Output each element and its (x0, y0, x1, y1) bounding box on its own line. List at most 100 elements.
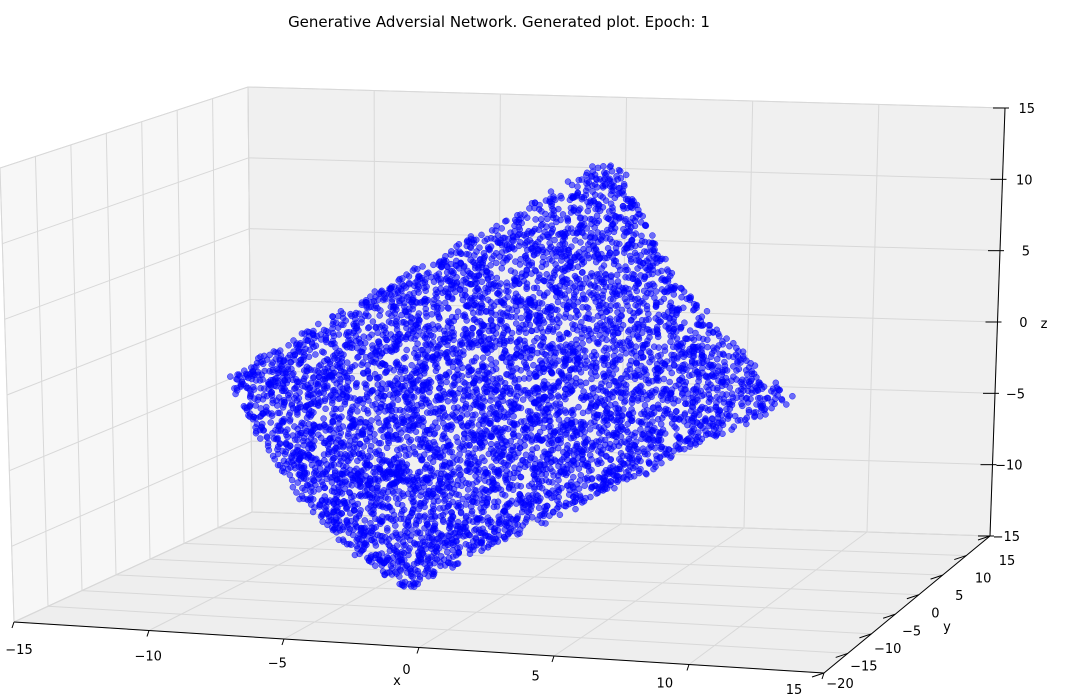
scatter-point (563, 482, 571, 489)
scatter-point (532, 216, 539, 223)
x-tick-mark (821, 672, 825, 680)
scatter-point (652, 288, 660, 295)
scatter-point (367, 442, 375, 450)
scatter-point (422, 357, 430, 364)
scatter-point (250, 386, 258, 393)
scatter-point (300, 434, 308, 442)
y-tick-label: −15 (850, 659, 877, 674)
scatter-point (426, 561, 434, 569)
scatter-point (400, 407, 407, 415)
scatter-point (343, 389, 350, 397)
scatter-point (444, 548, 451, 556)
scatter-point (409, 498, 417, 506)
scatter-point (716, 425, 723, 432)
scatter-point (479, 354, 487, 362)
grid-line (2, 157, 249, 245)
scatter-point (501, 348, 509, 355)
grid-line (553, 527, 745, 657)
scatter-point (450, 397, 458, 404)
scatter-point (479, 403, 487, 411)
chart-title: Generative Adversial Network. Generated … (288, 13, 710, 31)
scatter-point (455, 371, 462, 378)
scatter-point (743, 357, 750, 364)
scatter-point (392, 495, 400, 502)
scatter-point (531, 337, 538, 345)
scatter-point (755, 379, 762, 386)
scatter-point (498, 225, 505, 232)
scatter-point (454, 477, 462, 484)
scatter-point (315, 320, 322, 328)
scatter-point (681, 410, 689, 417)
scatter-point (649, 270, 656, 278)
scatter-point (602, 344, 609, 352)
scatter-point (484, 244, 492, 251)
scatter-point (268, 361, 275, 369)
scatter-point (397, 515, 405, 523)
scatter-point (516, 337, 523, 344)
scatter-point (301, 352, 308, 359)
scatter-point (540, 424, 548, 432)
scatter-point (400, 506, 408, 514)
scatter-point (475, 265, 482, 272)
scatter-point (603, 170, 610, 177)
scatter-point (508, 446, 515, 454)
scatter-point (533, 444, 541, 452)
scatter-point (588, 475, 596, 483)
scatter-point (396, 536, 403, 543)
z-tick-label: 0 (1019, 316, 1027, 331)
scatter-point (615, 329, 622, 337)
scatter-point (443, 269, 451, 276)
scatter-point (535, 206, 543, 213)
scatter-point (348, 482, 356, 489)
scatter-point (447, 442, 454, 449)
scatter-point (633, 372, 640, 380)
scatter-point (517, 482, 525, 490)
scatter-point (719, 417, 727, 424)
scatter-point (441, 412, 449, 419)
scatter-point (523, 238, 531, 245)
scatter-point (493, 274, 501, 282)
y-tick-mark (977, 535, 991, 541)
scatter-point (372, 400, 379, 408)
scatter-point (719, 341, 727, 348)
scatter-point (622, 171, 630, 179)
scatter-point (456, 385, 464, 393)
scatter-point (574, 183, 581, 190)
x-tick-mark (686, 664, 690, 671)
scatter-point (414, 265, 421, 273)
scatter-point (499, 331, 507, 339)
scatter-point (443, 354, 451, 362)
scatter-point (369, 358, 376, 366)
x-tick-label: 5 (532, 670, 540, 685)
scatter-point (458, 340, 466, 347)
scatter-point (327, 391, 335, 399)
scatter-point (756, 394, 764, 402)
x-tick-label: −15 (5, 643, 32, 658)
scatter-point (518, 508, 526, 516)
scatter-point (370, 535, 378, 543)
scatter-point (531, 455, 538, 463)
scatter-point (319, 518, 326, 525)
scatter-point (607, 414, 615, 422)
scatter-point (570, 473, 577, 481)
scatter-point (558, 250, 565, 258)
scatter-points (227, 162, 796, 590)
scatter-point (467, 244, 475, 252)
scatter-point (513, 345, 521, 353)
scatter-point (531, 199, 539, 207)
y-tick-mark (835, 652, 848, 658)
scatter-point (631, 249, 639, 257)
scatter-point (512, 290, 520, 298)
scatter-point (572, 313, 580, 321)
scatter-point (392, 547, 400, 555)
scatter-point (649, 232, 656, 239)
scatter-point (462, 541, 470, 548)
scatter-point (507, 398, 515, 406)
scatter-point (303, 496, 310, 503)
scatter-point (602, 197, 610, 204)
scatter-point (645, 316, 652, 323)
scatter-point (614, 176, 621, 183)
scatter-point (512, 320, 520, 327)
scatter-point (416, 273, 423, 280)
scatter-point (627, 223, 635, 231)
